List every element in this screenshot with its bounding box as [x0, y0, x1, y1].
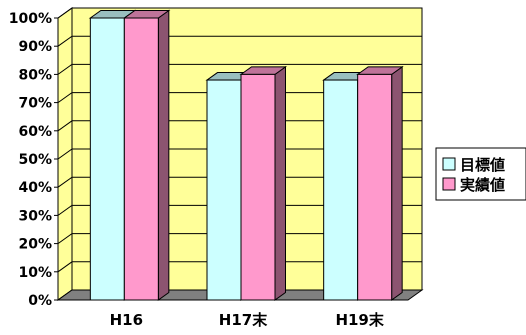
bar-side	[157, 9, 170, 301]
bar-side	[391, 65, 403, 301]
y-tick-label: 20%	[18, 237, 52, 253]
y-tick-label: 80%	[18, 67, 52, 83]
bar	[240, 73, 276, 301]
legend-box	[435, 147, 526, 201]
gridline	[57, 204, 422, 216]
y-tick-label: 70%	[18, 96, 52, 112]
legend-swatch	[442, 177, 456, 191]
gridline	[57, 7, 422, 19]
gridline	[57, 148, 422, 160]
gridline	[57, 63, 422, 75]
gridline	[57, 176, 422, 188]
bar-side	[274, 65, 286, 301]
y-tick-label: 0%	[28, 293, 52, 309]
y-tick-label: 10%	[18, 265, 52, 281]
y-tick-label: 90%	[18, 39, 52, 55]
legend-swatch	[442, 157, 456, 171]
y-tick-label: 50%	[18, 152, 52, 168]
gridline	[57, 233, 422, 245]
gridline	[57, 261, 422, 273]
gridline	[57, 120, 422, 132]
y-tick-label: 60%	[18, 124, 52, 140]
bar	[89, 17, 125, 301]
y-tick-label: 40%	[18, 180, 52, 196]
gridline	[57, 92, 422, 104]
y-tick-label: 100%	[9, 11, 52, 27]
y-tick-label: 30%	[18, 208, 52, 224]
gridline	[57, 35, 422, 47]
legend-label: 目標値	[460, 156, 505, 174]
bar	[123, 17, 159, 301]
bar	[323, 79, 359, 301]
x-tick-label: H16	[110, 311, 143, 329]
bar	[357, 73, 393, 301]
bar	[206, 79, 242, 301]
x-tick-label: H19末	[335, 311, 384, 329]
x-tick-label: H17末	[219, 311, 268, 329]
legend-label: 実績値	[460, 176, 505, 194]
